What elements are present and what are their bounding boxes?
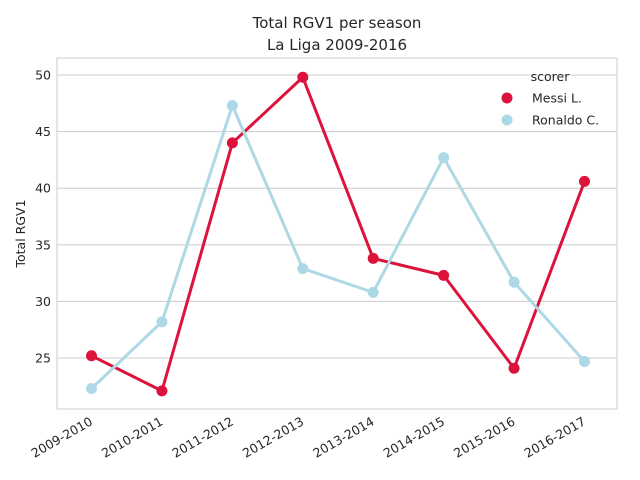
y-tick-label: 30 bbox=[35, 294, 51, 309]
y-axis-label: Total RGV1 bbox=[13, 199, 28, 268]
y-axis-ticks: 25 30 35 40 45 50 bbox=[35, 67, 51, 365]
data-point bbox=[367, 286, 379, 298]
series-line bbox=[90, 75, 586, 393]
plot-frame bbox=[56, 57, 618, 410]
gridlines bbox=[57, 74, 617, 359]
plot-area bbox=[56, 57, 618, 410]
y-tick-label: 35 bbox=[35, 237, 51, 252]
legend-items: Messi L. Ronaldo C. bbox=[501, 91, 599, 128]
data-point bbox=[226, 100, 238, 112]
data-point bbox=[579, 175, 590, 187]
legend-label: Messi L. bbox=[532, 91, 582, 106]
data-point bbox=[438, 269, 450, 281]
data-point bbox=[438, 152, 450, 164]
legend-title: scorer bbox=[531, 69, 571, 84]
legend-marker bbox=[501, 114, 513, 126]
y-tick-label: 50 bbox=[35, 67, 51, 82]
legend-marker bbox=[501, 92, 513, 104]
data-point bbox=[508, 362, 520, 374]
series-line bbox=[90, 104, 586, 391]
data-point bbox=[579, 355, 590, 367]
chart-title-line-1: Total RGV1 per season bbox=[252, 14, 422, 32]
series-messi-l bbox=[86, 71, 590, 397]
data-point bbox=[226, 137, 238, 149]
legend-label: Ronaldo C. bbox=[532, 113, 599, 128]
series-layer bbox=[86, 71, 590, 397]
series-ronaldo-c bbox=[86, 100, 590, 395]
data-point bbox=[508, 276, 520, 288]
data-point bbox=[86, 383, 97, 395]
data-point bbox=[297, 71, 309, 83]
legend: scorer Messi L. Ronaldo C. bbox=[501, 69, 599, 128]
data-point bbox=[297, 263, 309, 275]
data-point bbox=[156, 385, 168, 397]
data-point bbox=[86, 350, 97, 362]
y-tick-label: 40 bbox=[35, 181, 51, 196]
data-point bbox=[156, 316, 168, 328]
data-point bbox=[367, 252, 379, 264]
y-tick-label: 25 bbox=[35, 351, 51, 366]
y-tick-label: 45 bbox=[35, 124, 51, 139]
chart-title-line-2: La Liga 2009-2016 bbox=[267, 36, 407, 54]
